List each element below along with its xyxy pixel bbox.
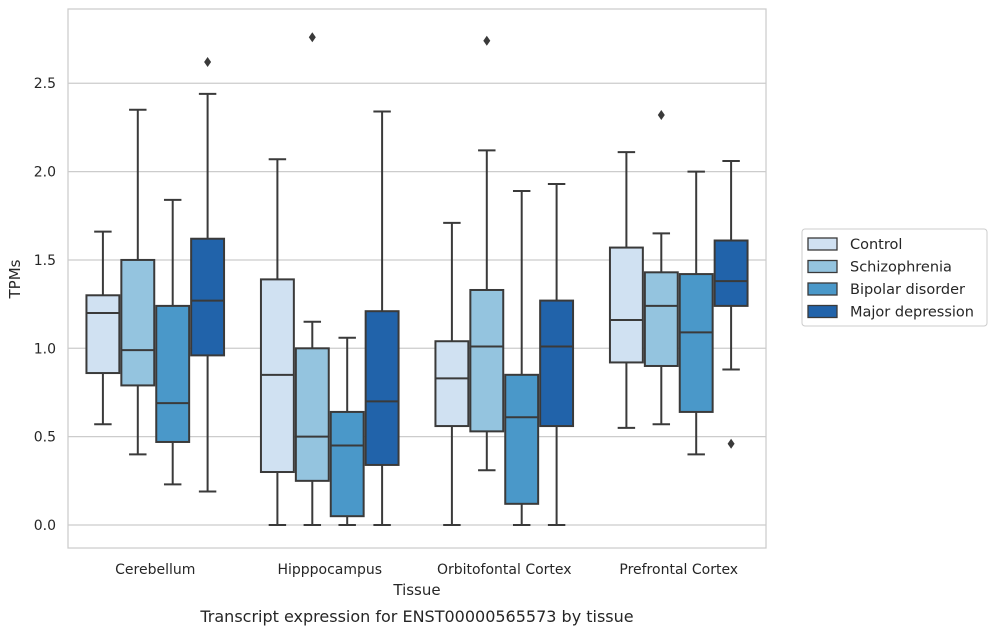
box-body <box>190 237 226 357</box>
box-body <box>329 410 365 518</box>
series-bipolar-disorder <box>155 170 714 527</box>
y-tick-label: 2.5 <box>34 76 56 92</box>
box-body <box>539 299 575 428</box>
plot-frame <box>67 8 767 549</box>
x-tick-label: Cerebellum <box>115 562 195 578</box>
box-body <box>155 304 191 443</box>
y-tick-label: 0.0 <box>34 518 56 534</box>
legend-label: Control <box>850 237 902 253</box>
box-body <box>434 340 470 428</box>
box <box>678 170 714 456</box>
box <box>120 108 156 456</box>
box-body <box>504 373 540 505</box>
legend-swatch <box>807 304 838 319</box>
box <box>329 336 365 527</box>
legend-swatch <box>807 282 838 296</box>
y-tick-label: 0.5 <box>34 430 56 446</box>
box <box>713 159 749 449</box>
box-body <box>120 258 156 387</box>
box <box>85 230 121 426</box>
box-body <box>678 273 714 413</box>
legend-item: Major depression <box>807 304 974 321</box>
series-control <box>85 151 644 527</box>
box-body <box>294 347 330 482</box>
legend-item: Bipolar disorder <box>807 282 965 298</box>
box <box>434 221 470 527</box>
box-body <box>364 310 400 466</box>
box <box>608 151 644 429</box>
legend-swatch <box>807 259 838 274</box>
box-body <box>469 288 505 433</box>
x-tick-labels: Cerebellum Hipppocampus Orbitofontal Corte… <box>115 562 738 578</box>
legend-label: Bipolar disorder <box>850 282 965 298</box>
legend-frame <box>801 228 988 327</box>
y-tick-label: 1.5 <box>34 253 56 269</box>
outlier-point <box>727 438 735 449</box>
box <box>469 35 505 472</box>
x-tick-label: Prefrontal Cortex <box>619 562 738 578</box>
x-tick-label: Orbitofontal Cortex <box>437 562 572 578</box>
box-body <box>85 294 121 375</box>
box <box>259 158 295 527</box>
figure-caption: Transcript expression for ENST0000056557… <box>199 607 633 626</box>
legend-item: Schizophrenia <box>807 259 952 276</box>
outlier-point <box>308 32 316 43</box>
legend-item: Control <box>807 237 902 253</box>
box <box>504 190 540 527</box>
y-tick-labels: 0.0 0.5 1.0 1.5 2.0 2.5 <box>34 76 56 534</box>
box-body <box>643 271 679 367</box>
box-body <box>713 239 749 307</box>
series-major-depression <box>190 57 749 527</box>
box <box>155 198 191 486</box>
x-axis-label: Tissue <box>392 581 440 599</box>
box <box>539 182 575 527</box>
legend-label: Major depression <box>850 305 974 321</box>
box <box>294 32 330 527</box>
y-tick-label: 2.0 <box>34 165 56 181</box>
outlier-point <box>483 35 491 46</box>
box <box>643 110 679 426</box>
y-axis-label: TPMs <box>6 259 24 299</box>
box <box>364 110 400 527</box>
outlier-point <box>657 110 665 121</box>
legend-swatch <box>807 237 838 251</box>
y-tick-label: 1.0 <box>34 341 56 357</box>
x-tick-label: Hipppocampus <box>277 562 382 578</box>
legend-label: Schizophrenia <box>850 260 952 276</box>
outlier-point <box>204 57 212 68</box>
legend: Control Schizophrenia Bipolar disorder Majo… <box>801 228 988 327</box>
box-body <box>608 246 644 364</box>
series-schizophrenia <box>120 32 679 527</box>
box <box>190 57 226 493</box>
box-series-layer <box>85 32 749 527</box>
